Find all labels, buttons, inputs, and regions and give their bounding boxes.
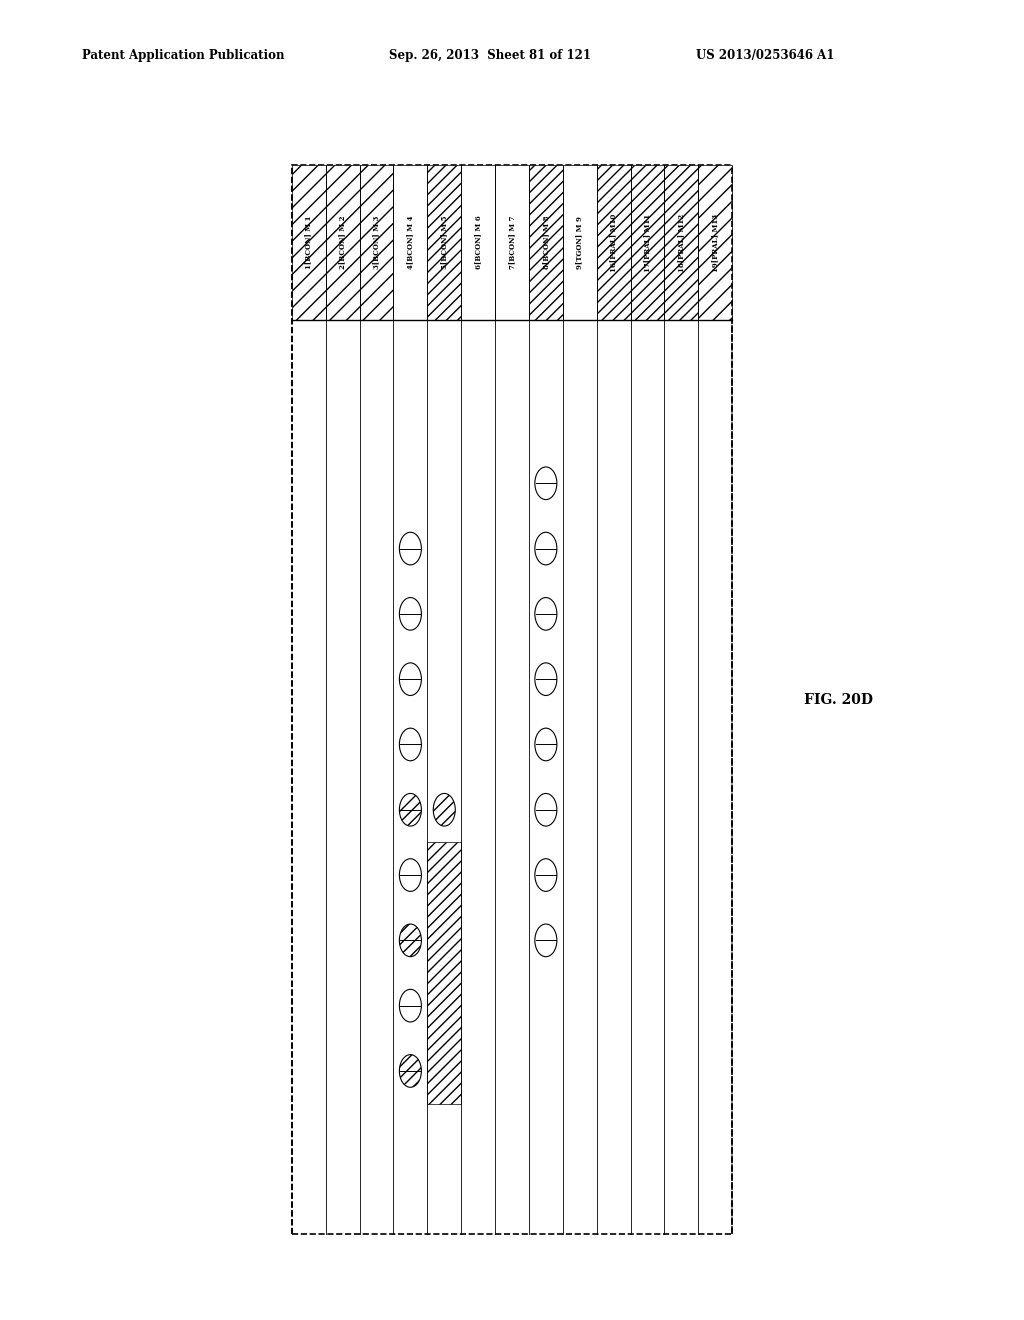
Bar <box>529 165 563 319</box>
Text: 9[TGON] M 9: 9[TGON] M 9 <box>575 216 584 269</box>
Ellipse shape <box>535 598 557 630</box>
Bar <box>292 165 732 1234</box>
Bar <box>563 165 597 319</box>
Text: 19[PRAL] M13: 19[PRAL] M13 <box>712 214 719 272</box>
Text: US 2013/0253646 A1: US 2013/0253646 A1 <box>696 49 835 62</box>
Ellipse shape <box>399 1055 422 1088</box>
Bar <box>427 165 461 319</box>
Ellipse shape <box>535 532 557 565</box>
Text: 5[BCON] M 5: 5[BCON] M 5 <box>440 215 449 269</box>
Ellipse shape <box>535 467 557 499</box>
Ellipse shape <box>399 924 422 957</box>
Bar <box>698 165 732 319</box>
Bar <box>461 165 495 319</box>
Bar <box>597 165 631 319</box>
Text: 2[BCON] M 2: 2[BCON] M 2 <box>339 215 347 269</box>
Text: 6[BCON] M 6: 6[BCON] M 6 <box>474 215 482 269</box>
Text: 7[BCON] M 7: 7[BCON] M 7 <box>508 215 516 269</box>
Ellipse shape <box>433 793 456 826</box>
Ellipse shape <box>535 859 557 891</box>
Ellipse shape <box>535 924 557 957</box>
Ellipse shape <box>535 793 557 826</box>
Text: Sep. 26, 2013  Sheet 81 of 121: Sep. 26, 2013 Sheet 81 of 121 <box>389 49 591 62</box>
Ellipse shape <box>399 859 422 891</box>
Ellipse shape <box>399 663 422 696</box>
Ellipse shape <box>399 989 422 1022</box>
Text: 17[PRAL] M11: 17[PRAL] M11 <box>643 214 651 272</box>
Ellipse shape <box>535 663 557 696</box>
Ellipse shape <box>399 793 422 826</box>
Text: 18[PRAL] M12: 18[PRAL] M12 <box>677 214 685 272</box>
Bar <box>427 842 461 1104</box>
Bar <box>359 165 393 319</box>
Text: 3[BCON] M 3: 3[BCON] M 3 <box>373 216 381 269</box>
Ellipse shape <box>399 598 422 630</box>
Ellipse shape <box>399 729 422 760</box>
Text: 1[BCON] M 1: 1[BCON] M 1 <box>305 215 312 269</box>
Bar <box>665 165 698 319</box>
Text: Patent Application Publication: Patent Application Publication <box>82 49 285 62</box>
Bar <box>631 165 665 319</box>
Text: 16[PRAL] M10: 16[PRAL] M10 <box>609 214 617 272</box>
Text: FIG. 20D: FIG. 20D <box>804 693 872 706</box>
Ellipse shape <box>535 729 557 760</box>
Bar <box>393 165 427 319</box>
Bar <box>326 165 359 319</box>
Ellipse shape <box>399 532 422 565</box>
Text: 8[BCON] M 8: 8[BCON] M 8 <box>542 215 550 269</box>
Bar <box>292 165 326 319</box>
Text: 4[BCON] M 4: 4[BCON] M 4 <box>407 215 415 269</box>
Bar <box>495 165 529 319</box>
